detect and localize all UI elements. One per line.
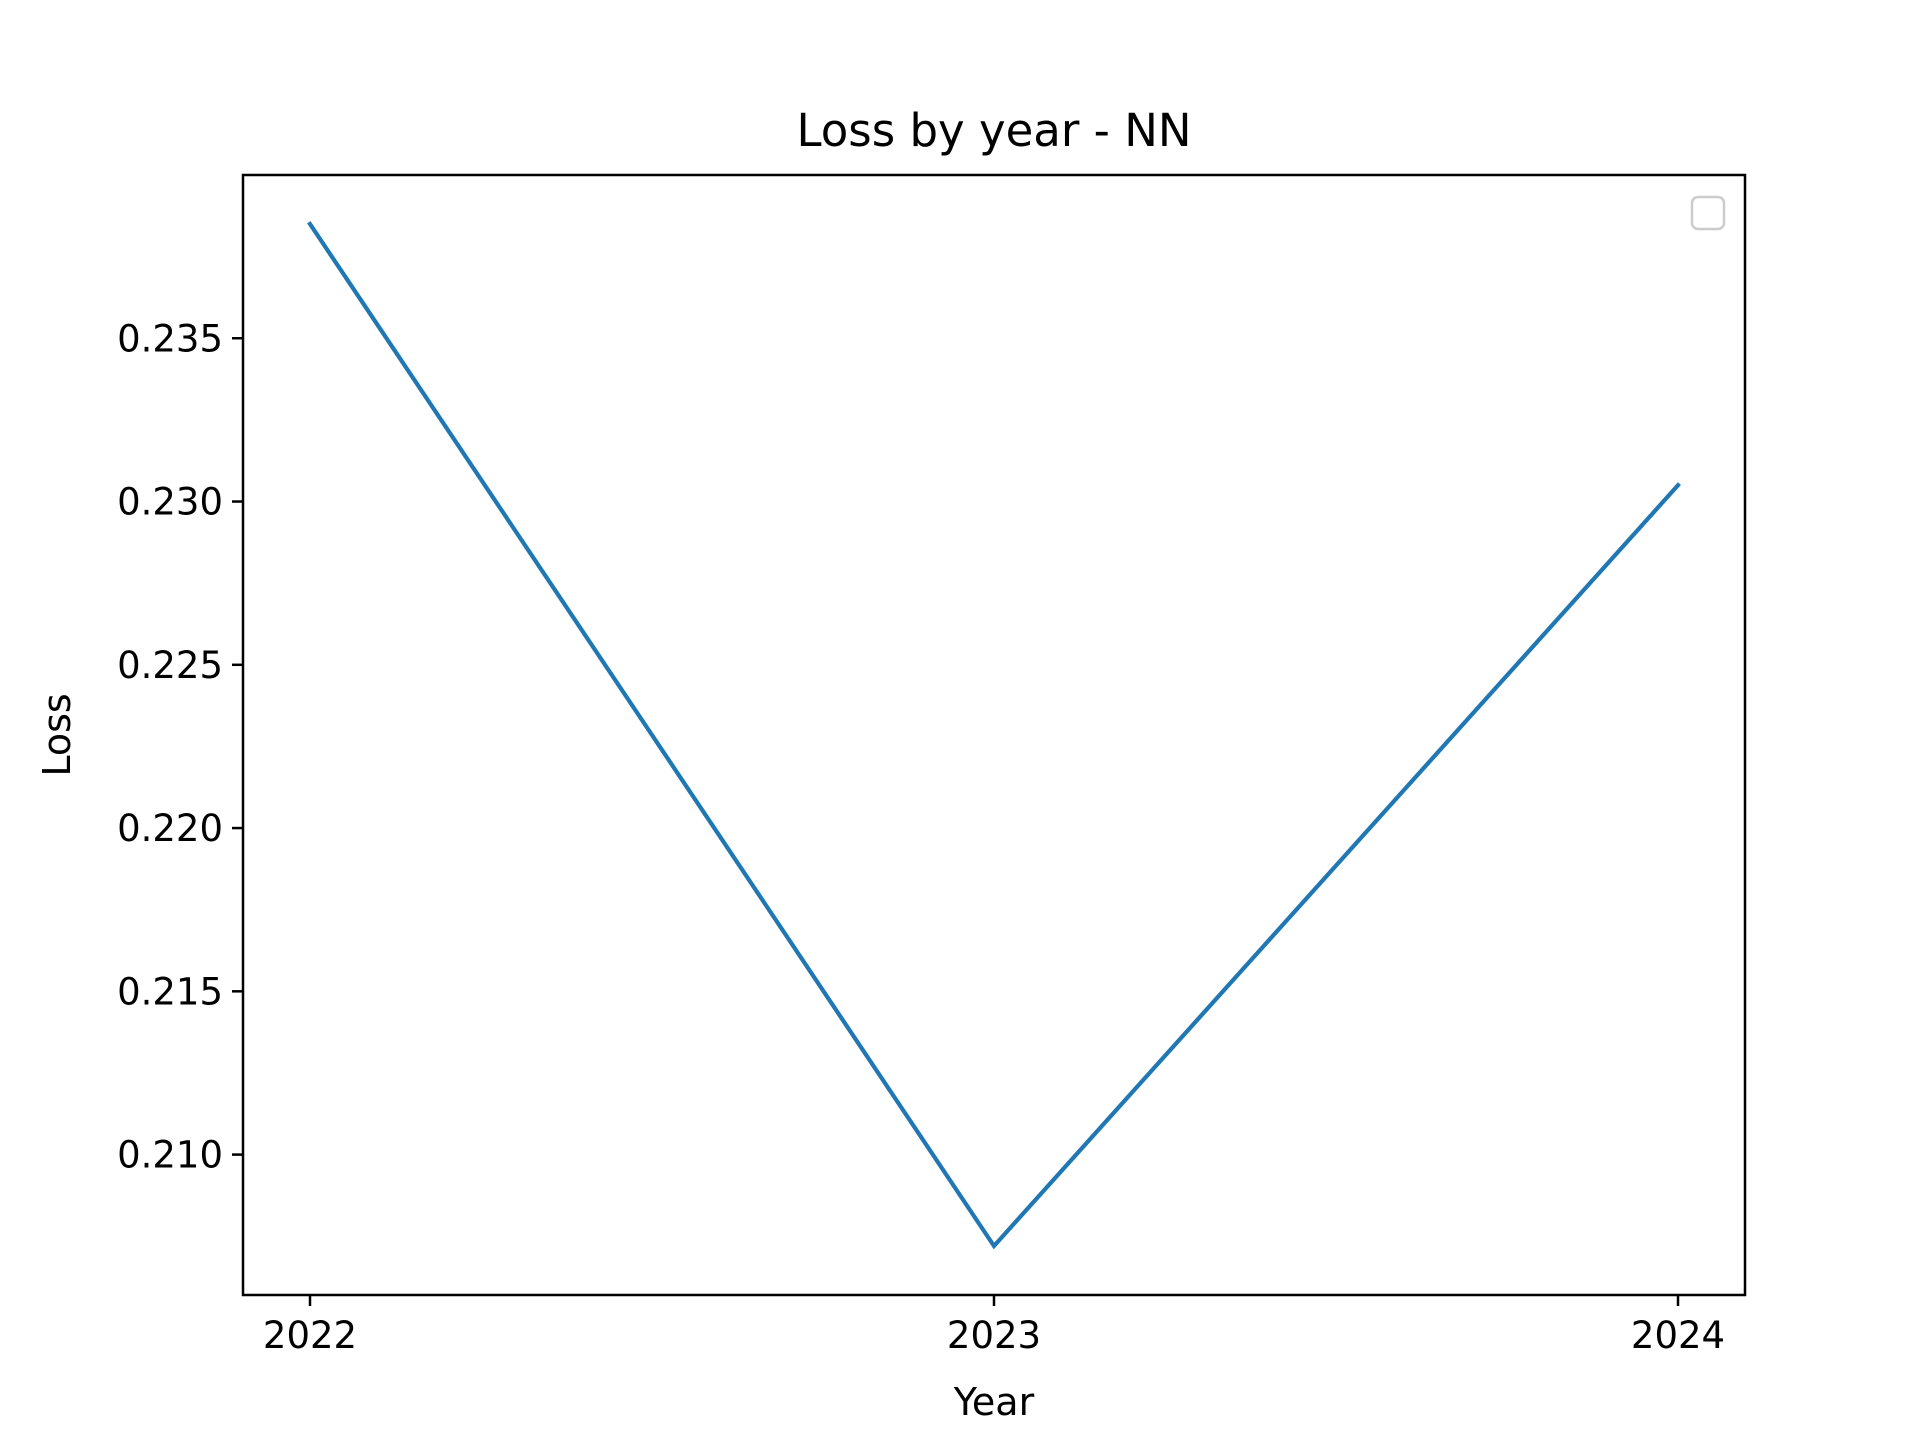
x-axis-title: Year [953, 1380, 1035, 1424]
y-tick-label: 0.210 [117, 1134, 223, 1177]
empty-legend-box [1690, 195, 1726, 231]
x-tick-label: 2022 [263, 1314, 357, 1357]
plot-frame [241, 173, 1747, 1297]
series-layer [307, 221, 1681, 1250]
x-axis: 2022 2023 2024 [263, 1295, 1725, 1357]
y-axis: 0.210 0.215 0.220 0.225 0.230 0.235 [117, 317, 243, 1177]
y-axis-title: Loss [35, 693, 79, 776]
plot-area [243, 175, 1745, 1295]
chart-title: Loss by year - NN [796, 104, 1191, 157]
y-tick-label: 0.220 [117, 807, 223, 850]
x-tick-label: 2024 [1631, 1314, 1725, 1357]
y-tick-label: 0.230 [117, 481, 223, 524]
y-tick-label: 0.235 [117, 317, 223, 360]
x-tick-label: 2023 [947, 1314, 1041, 1357]
y-tick-label: 0.215 [117, 970, 223, 1013]
series-line [307, 221, 1681, 1250]
y-tick-label: 0.225 [117, 644, 223, 687]
